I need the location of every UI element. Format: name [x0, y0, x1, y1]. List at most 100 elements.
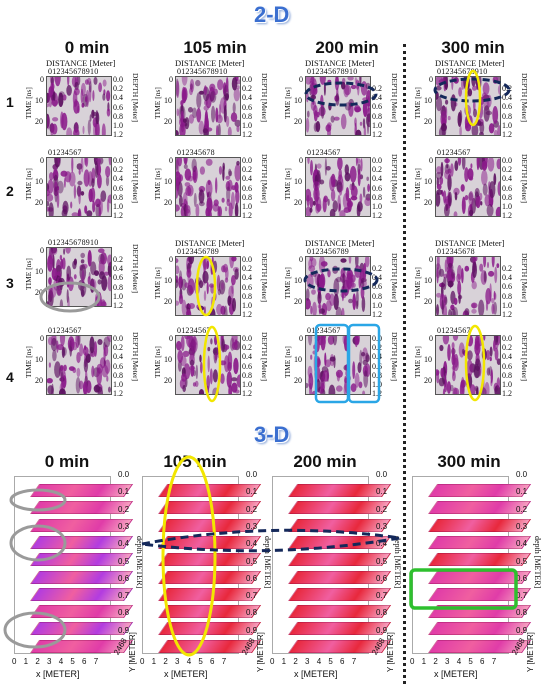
depth-tick: 1.2	[242, 310, 252, 320]
distance-ticks: 01234567	[437, 326, 471, 335]
cube-depth-tick: 0.5	[516, 556, 528, 566]
depth-axis-label: DEPTH [Meter]	[260, 253, 269, 302]
depth-tick: 1.0	[372, 120, 382, 130]
cube-3: 0.0 0.1 0.2 0.3 0.4 0.5 0.6 0.7 0.8 0.9 depth [MET…	[410, 470, 542, 679]
cube-depth-label: depth [METER]	[263, 536, 272, 589]
time-tick: 20	[294, 117, 302, 126]
depth-tick: 1.0	[242, 380, 252, 389]
depth-axis-label: DEPTH [Meter]	[390, 154, 399, 203]
cube-depth-tick: 0.9	[118, 625, 130, 635]
radargram-cell-r3-c1: DISTANCE [Meter] 0123456789 TIME [ns] 0 10 20…	[153, 238, 275, 326]
distance-ticks: 0123456789	[177, 247, 219, 256]
time-tick: 0	[40, 246, 44, 255]
time-tick: 10	[35, 177, 43, 186]
time-tick: 10	[164, 96, 172, 105]
depth-tick: 1.2	[242, 389, 252, 399]
cube-2: 0.0 0.1 0.2 0.3 0.4 0.5 0.6 0.7 0.8 0.9 depth [MET…	[270, 470, 402, 679]
depth-tick: 0.8	[242, 192, 252, 202]
row-label-4: 4	[6, 369, 14, 385]
radargram-image	[46, 157, 112, 217]
depth-tick: 0.8	[502, 192, 512, 202]
time-tick: 20	[164, 198, 172, 207]
depth-tick: 1.2	[502, 389, 512, 399]
column-divider	[403, 44, 406, 684]
depth-tick: 1.0	[242, 301, 252, 310]
depth-tick: 0.2	[502, 264, 512, 273]
depth-tick: 0.2	[113, 84, 123, 94]
depth-tick: 0.6	[113, 361, 123, 371]
time-tick: 10	[164, 355, 172, 364]
depth-tick: 0.2	[502, 165, 512, 175]
time-axis-label: TIME [ns]	[413, 168, 422, 200]
cube-y-label: Y [METER]	[386, 632, 395, 672]
time-tick: 10	[164, 276, 172, 285]
cube-depth-tick: 0.5	[118, 556, 130, 566]
time-tick: 20	[164, 376, 172, 385]
cube-y-label: Y [METER]	[128, 632, 137, 672]
depth-tick: 0.0	[372, 334, 382, 343]
depth-tick: 1.2	[242, 211, 252, 221]
cube-depth-tick: 0.3	[376, 521, 388, 531]
cube-depth-tick: 0.7	[376, 591, 388, 601]
depth-tick: 0.8	[242, 370, 252, 380]
radargram-cell-r2-c2: 01234567 TIME [ns] 0 10 20 0.0 0.2 0.4 0.6 0.8 1.0…	[283, 148, 405, 236]
radargram-cell-r1-c3: DISTANCE [Meter] 012345678910 TIME [ns] 0 10…	[413, 58, 535, 146]
depth-axis-label: DEPTH [Meter]	[131, 154, 140, 203]
depth-tick: 1.0	[242, 202, 252, 211]
depth-tick: 1.0	[113, 291, 123, 301]
radargram-cell-r4-c3: 01234567 TIME [ns] 0 10 20 0.0 0.2 0.4 0.6 0.8 1.0…	[413, 326, 535, 414]
depth-tick: 0.4	[242, 352, 252, 362]
depth-tick: 1.0	[242, 121, 252, 130]
depth-axis-label: DEPTH [Meter]	[520, 332, 529, 381]
time-tick: 0	[40, 156, 44, 165]
depth-tick: 0.2	[113, 255, 123, 264]
time-tick: 20	[35, 288, 43, 297]
time-tick: 0	[299, 156, 303, 165]
cube-x-ticks: 0 1 2 3 4 5 6 7	[410, 657, 499, 666]
time-axis-label: TIME [ns]	[153, 267, 162, 299]
radargram-image	[435, 76, 501, 136]
depth-tick: 0.0	[113, 334, 123, 343]
depth-tick: 0.4	[242, 93, 252, 103]
depth-tick: 1.2	[113, 130, 123, 140]
time-tick: 10	[424, 96, 432, 105]
depth-tick: 0.8	[372, 111, 382, 121]
distance-ticks: 012345678910	[177, 67, 228, 76]
time-tick: 10	[424, 177, 432, 186]
depth-tick: 0.2	[502, 343, 512, 353]
time-tick: 20	[424, 376, 432, 385]
time-tick: 0	[429, 255, 433, 264]
distance-ticks: 012345678910	[48, 238, 99, 247]
depth-tick: 0.4	[242, 273, 252, 283]
cube-depth-tick: 0.2	[376, 504, 388, 514]
distance-ticks: 01234567	[307, 148, 341, 157]
radargram-image	[46, 76, 112, 136]
cube-x-ticks: 0 1 2 3 4 5 6 7	[270, 657, 359, 666]
cube-x-label: x [METER]	[36, 669, 80, 679]
depth-tick: 0.4	[113, 93, 123, 103]
radargram-image	[305, 256, 371, 316]
col-title-2d-3: 300 min	[441, 38, 505, 57]
depth-tick: 0.2	[372, 165, 382, 175]
distance-ticks: 012345678	[437, 247, 475, 256]
depth-axis-label: DEPTH [Meter]	[131, 332, 140, 381]
cube-x-label: x [METER]	[434, 669, 478, 679]
distance-ticks: 0123456789	[307, 247, 349, 256]
distance-axis-label: DISTANCE [Meter]	[305, 238, 375, 248]
cube-depth-tick: 0.2	[516, 504, 528, 514]
cube-depth-tick: 0.8	[376, 608, 388, 618]
radargram-cell-r2-c0: 01234567 TIME [ns] 0 10 20 0.0 0.2 0.4 0.6 0.8 1.0…	[24, 148, 146, 236]
depth-tick: 0.6	[242, 361, 252, 371]
depth-axis-label: DEPTH [Meter]	[520, 154, 529, 203]
col-title-3d-1: 105 min	[163, 452, 227, 471]
time-tick: 0	[40, 334, 44, 343]
time-tick: 0	[429, 156, 433, 165]
time-axis-label: TIME [ns]	[283, 168, 292, 200]
cube-x-label: x [METER]	[164, 669, 208, 679]
cube-depth-tick: 0.3	[246, 521, 258, 531]
cube-depth-tick: 0.4	[246, 539, 258, 549]
cube-depth-tick: 0.1	[516, 487, 528, 497]
radargram-cell-r4-c2: 01234567 TIME [ns] 0 10 20 0.0 0.2 0.4 0.6 0.8 1.0…	[283, 326, 405, 414]
depth-tick: 0.6	[502, 183, 512, 193]
cube-depth-tick: 0.7	[118, 591, 130, 601]
